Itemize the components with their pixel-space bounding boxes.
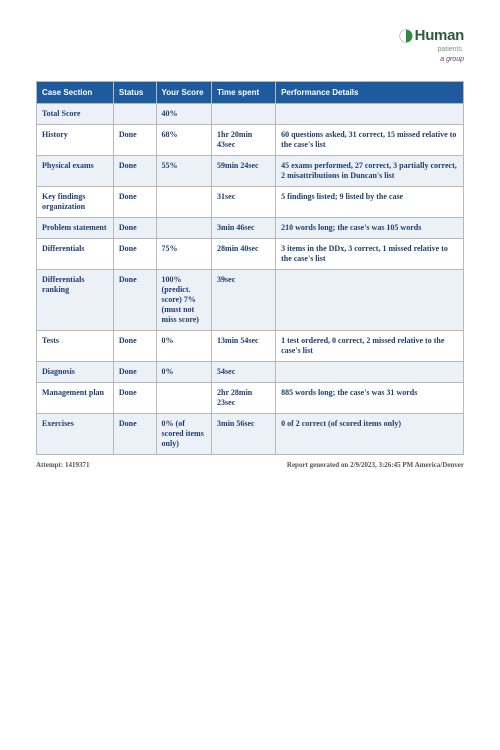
cell-details: 1 test ordered, 0 correct, 2 missed rela… [276, 330, 464, 361]
cell-status: Done [113, 361, 156, 382]
cell-details [276, 103, 464, 124]
cell-status: Done [113, 217, 156, 238]
table-row: ExercisesDone0% (of scored items only)3m… [37, 413, 464, 454]
cell-score: 0% [156, 330, 212, 361]
cell-section: History [37, 124, 114, 155]
table-row: Physical examsDone55%59min 24sec45 exams… [37, 155, 464, 186]
cell-score: 0% (of scored items only) [156, 413, 212, 454]
logo-group: a group [36, 56, 464, 63]
cell-time: 3min 56sec [212, 413, 276, 454]
table-row: DifferentialsDone75%28min 40sec3 items i… [37, 238, 464, 269]
table-row: TestsDone0%13min 54sec1 test ordered, 0 … [37, 330, 464, 361]
logo-icon [399, 29, 413, 43]
generated-timestamp: Report generated on 2/9/2023, 3:26:45 PM… [287, 461, 464, 469]
cell-time: 59min 24sec [212, 155, 276, 186]
cell-status: Done [113, 186, 156, 217]
cell-details: 0 of 2 correct (of scored items only) [276, 413, 464, 454]
table-row: Differentials rankingDone100% (predict. … [37, 269, 464, 330]
attempt-id: Attempt: 1419371 [36, 461, 89, 469]
cell-time: 39sec [212, 269, 276, 330]
cell-details [276, 269, 464, 330]
cell-status [113, 103, 156, 124]
table-row: DiagnosisDone0%54sec [37, 361, 464, 382]
cell-score: 55% [156, 155, 212, 186]
table-row: Problem statementDone 3min 46sec210 words… [37, 217, 464, 238]
cell-details [276, 361, 464, 382]
cell-status: Done [113, 382, 156, 413]
col-header-status: Status [113, 81, 156, 103]
cell-section: Management plan [37, 382, 114, 413]
table-row: HistoryDone68%1hr 20min 43sec60 question… [37, 124, 464, 155]
cell-time: 31sec [212, 186, 276, 217]
cell-details: 3 items in the DDx, 3 correct, 1 missed … [276, 238, 464, 269]
table-row: Total Score 40% [37, 103, 464, 124]
cell-section: Diagnosis [37, 361, 114, 382]
cell-details: 885 words long; the case's was 31 words [276, 382, 464, 413]
cell-time: 54sec [212, 361, 276, 382]
logo-brand-text: Human [415, 28, 464, 43]
table-row: Management planDone 2hr 28min 23sec885 wo… [37, 382, 464, 413]
cell-score [156, 382, 212, 413]
cell-time: 1hr 20min 43sec [212, 124, 276, 155]
cell-time: 2hr 28min 23sec [212, 382, 276, 413]
col-header-section: Case Section [37, 81, 114, 103]
cell-score: 40% [156, 103, 212, 124]
cell-time: 13min 54sec [212, 330, 276, 361]
cell-score: 68% [156, 124, 212, 155]
cell-score: 0% [156, 361, 212, 382]
score-table: Case Section Status Your Score Time spen… [36, 81, 464, 455]
table-row: Key findings organizationDone 31sec5 find… [37, 186, 464, 217]
brand-logo: Human patients a group [36, 28, 464, 63]
cell-status: Done [113, 124, 156, 155]
cell-score: 75% [156, 238, 212, 269]
cell-time: 3min 46sec [212, 217, 276, 238]
cell-section: Total Score [37, 103, 114, 124]
cell-details: 210 words long; the case's was 105 words [276, 217, 464, 238]
cell-status: Done [113, 330, 156, 361]
cell-status: Done [113, 238, 156, 269]
cell-section: Physical exams [37, 155, 114, 186]
col-header-time: Time spent [212, 81, 276, 103]
cell-status: Done [113, 269, 156, 330]
col-header-score: Your Score [156, 81, 212, 103]
cell-section: Differentials [37, 238, 114, 269]
report-footer: Attempt: 1419371 Report generated on 2/9… [36, 461, 464, 469]
cell-section: Differentials ranking [37, 269, 114, 330]
cell-details: 45 exams performed, 27 correct, 3 partia… [276, 155, 464, 186]
cell-section: Key findings organization [37, 186, 114, 217]
cell-score [156, 217, 212, 238]
cell-details: 5 findings listed; 9 listed by the case [276, 186, 464, 217]
cell-time: 28min 40sec [212, 238, 276, 269]
cell-status: Done [113, 155, 156, 186]
cell-score [156, 186, 212, 217]
cell-section: Problem statement [37, 217, 114, 238]
col-header-details: Performance Details [276, 81, 464, 103]
cell-status: Done [113, 413, 156, 454]
cell-section: Tests [37, 330, 114, 361]
cell-time [212, 103, 276, 124]
cell-section: Exercises [37, 413, 114, 454]
logo-subtitle: patients [36, 46, 462, 53]
cell-details: 60 questions asked, 31 correct, 15 misse… [276, 124, 464, 155]
cell-score: 100% (predict. score) 7% (must not miss … [156, 269, 212, 330]
table-header-row: Case Section Status Your Score Time spen… [37, 81, 464, 103]
